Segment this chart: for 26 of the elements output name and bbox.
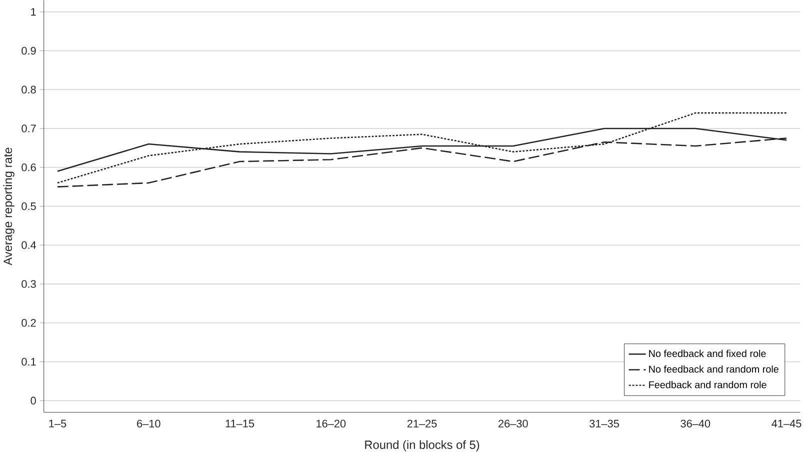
y-tick-label: 0.2 [22,319,36,327]
x-tick-label: 36–40 [680,420,710,428]
x-tick-label: 11–15 [226,420,254,428]
y-tick-label: 0.8 [22,86,36,94]
legend-label: No feedback and fixed role [649,350,766,358]
y-tick-label: 0 [30,396,36,405]
y-tick-label: 0.7 [22,124,36,133]
y-tick-label: 1 [31,8,36,16]
x-tick-label: 41–45 [772,420,802,428]
x-tick-label: 26–30 [498,420,528,428]
y-tick-label: 0.1 [22,358,36,366]
x-tick-label: 31–35 [590,420,619,428]
x-tick-label: 16–20 [316,420,346,428]
y-tick-label: 0.5 [22,202,36,210]
x-tick-label: 21–25 [407,420,437,428]
x-tick-label: 1–5 [49,420,66,428]
legend-label: No feedback and random role [649,366,778,373]
y-axis-title: Average reporting rate [3,148,14,266]
line-series [56,112,788,184]
y-tick-label: 0.3 [22,280,36,288]
x-axis-title: Round (in blocks of 5) [365,440,480,452]
y-tick-label: 0.4 [22,241,36,250]
legend-label: Feedback and random role [649,381,766,388]
y-tick-label: 0.6 [22,164,36,172]
x-tick-label: 6–10 [137,420,160,428]
y-tick-label: 0.9 [22,47,36,55]
